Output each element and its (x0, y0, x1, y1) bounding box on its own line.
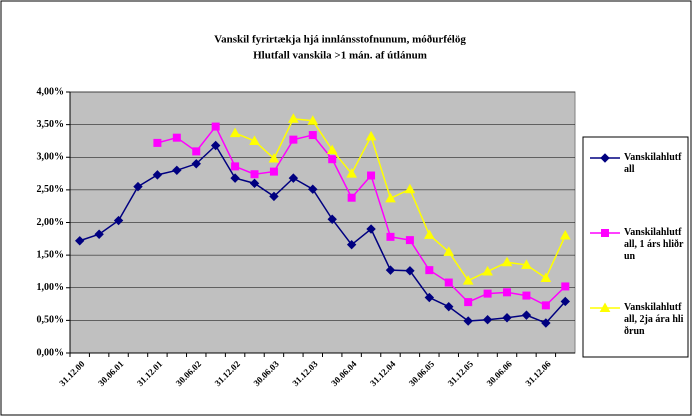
data-point (250, 170, 259, 179)
data-point (230, 173, 240, 183)
data-point (249, 135, 260, 145)
data-point (483, 289, 492, 298)
series-line (157, 125, 566, 307)
legend-marker (600, 153, 610, 163)
data-point (268, 153, 280, 163)
data-point (308, 131, 317, 140)
data-point (210, 140, 221, 151)
y-tick-label: 2,00% (37, 217, 65, 228)
data-point (152, 170, 163, 180)
data-point (172, 133, 181, 142)
data-point (385, 265, 396, 275)
data-point (425, 266, 434, 275)
data-point (269, 167, 278, 176)
data-point (269, 191, 279, 202)
legend-box (582, 136, 689, 358)
data-point (541, 301, 550, 310)
data-point (153, 138, 162, 147)
data-point (385, 192, 396, 203)
data-point (521, 259, 532, 269)
data-point (365, 130, 377, 141)
data-point (113, 215, 124, 226)
legend-marker (601, 229, 609, 237)
legend-label: Vanskilahlutfall (624, 152, 682, 175)
data-point (347, 193, 356, 202)
data-point (540, 272, 552, 282)
legend-label: Vanskilahlutfall, 1 árs hliðrun (624, 227, 684, 262)
chart-title: Vanskil fyrirtækja hjá innlánsstofnunum,… (214, 34, 466, 46)
data-point (463, 316, 473, 326)
data-point (560, 296, 570, 307)
data-point (211, 122, 220, 131)
data-point (541, 318, 551, 328)
y-tick-label: 4,00% (37, 86, 65, 97)
data-point (75, 236, 85, 246)
data-point (367, 171, 376, 180)
data-point (444, 278, 453, 287)
data-point (559, 230, 571, 240)
data-point (482, 315, 493, 325)
data-point (308, 184, 318, 194)
y-tick-label: 1,00% (37, 282, 65, 293)
data-point (328, 155, 337, 164)
data-point (404, 183, 416, 194)
data-point (289, 135, 298, 144)
data-point (288, 173, 299, 183)
data-point (192, 147, 201, 156)
data-point (249, 178, 260, 189)
y-tick-label: 0,00% (37, 347, 65, 358)
data-point (133, 181, 143, 192)
data-point (521, 310, 532, 320)
data-point (326, 144, 338, 155)
data-point (346, 168, 357, 178)
data-point (503, 288, 512, 297)
data-point (231, 162, 240, 171)
data-point (386, 232, 395, 241)
data-point (502, 313, 512, 323)
data-point (346, 239, 357, 250)
data-point (501, 256, 513, 267)
y-tick-label: 2,50% (37, 184, 65, 195)
y-tick-label: 3,00% (37, 152, 65, 163)
data-point (424, 292, 435, 303)
data-point (327, 214, 337, 224)
y-tick-label: 3,50% (37, 119, 65, 130)
data-point (366, 224, 376, 234)
data-point (522, 291, 531, 300)
data-point (405, 266, 415, 276)
chart-subtitle: Hlutfall vanskila >1 mán. af útlánum (253, 50, 427, 62)
legend-marker (599, 302, 611, 312)
data-point (462, 275, 474, 285)
data-point (423, 229, 435, 239)
data-point (561, 282, 570, 291)
data-point (307, 115, 319, 125)
data-point (229, 127, 241, 138)
data-point (444, 301, 454, 312)
data-point (482, 265, 493, 276)
legend-label: Vanskilahlutfall, 2ja ára hliðrun (624, 302, 684, 337)
data-point (288, 113, 299, 123)
data-point (172, 165, 182, 176)
data-point (464, 298, 473, 307)
data-point (405, 236, 414, 245)
y-tick-label: 0,50% (37, 315, 65, 326)
data-point (94, 229, 104, 239)
data-point (443, 246, 455, 256)
y-tick-label: 1,50% (37, 249, 65, 260)
data-point (191, 159, 201, 169)
